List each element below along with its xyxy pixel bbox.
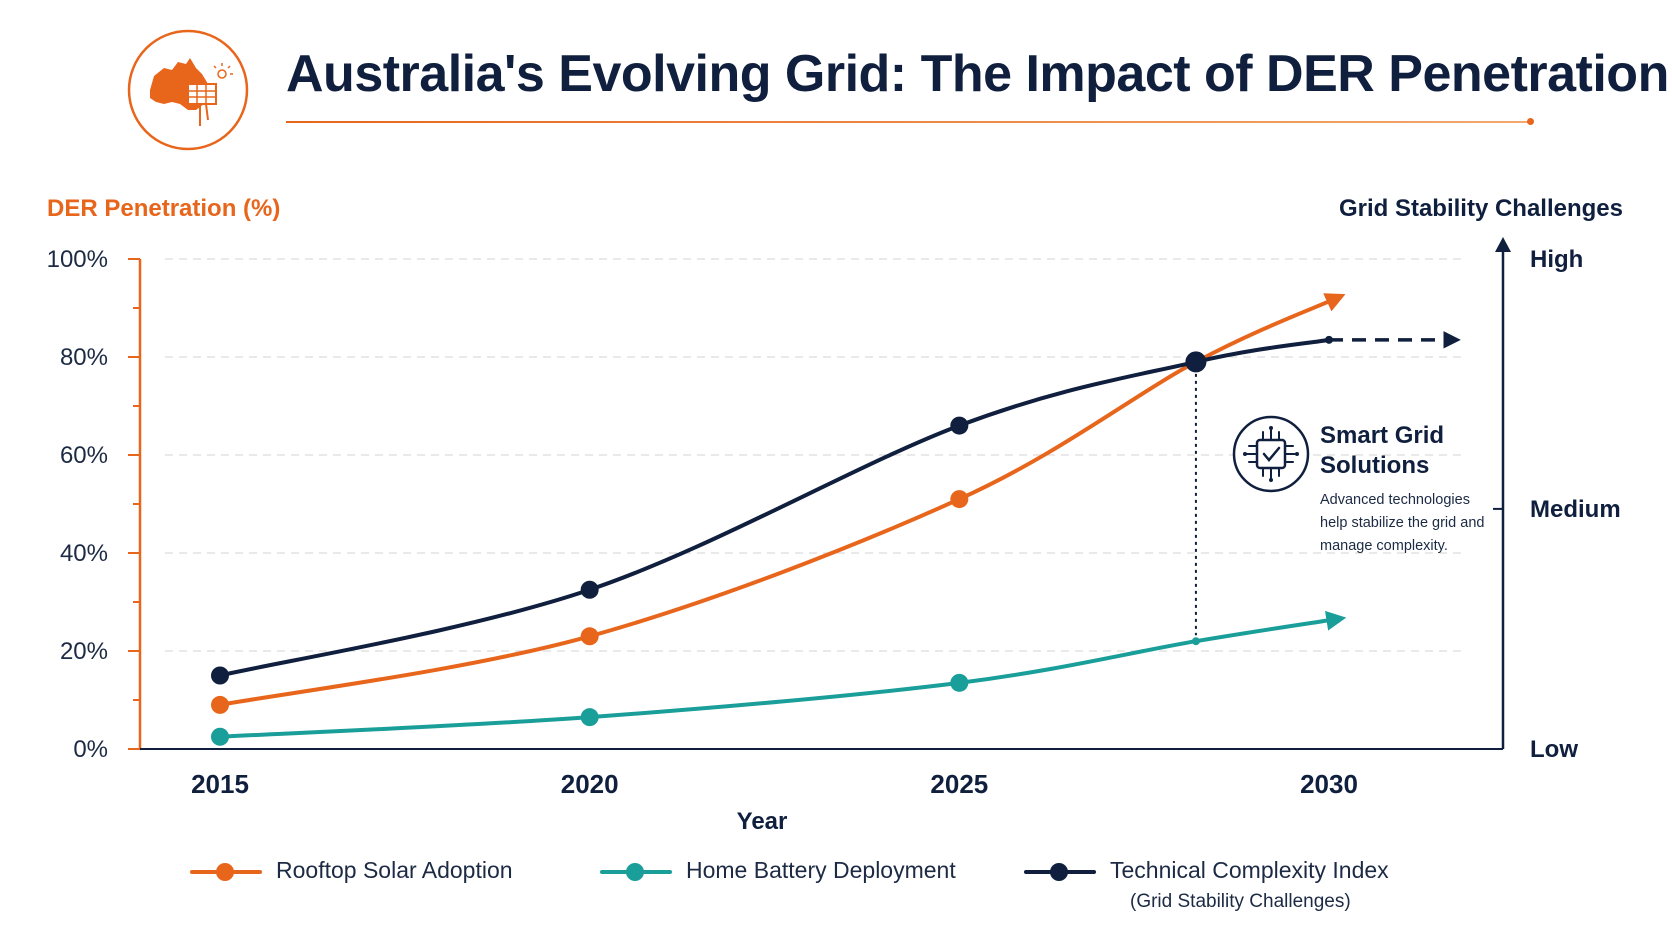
page-title: Australia's Evolving Grid: The Impact of… [286,45,1669,103]
x-tick-label: 2020 [561,769,619,799]
y-tick-label: 60% [60,442,108,469]
y-tick-label: 20% [60,638,108,665]
series-line-home-battery [218,610,1347,739]
callout-description: Advanced technologies help stabilize the… [1320,492,1485,554]
series-lines [218,293,1461,739]
series-line-rooftop-solar [218,293,1346,707]
x-axis-label: Year [737,808,788,835]
y-axis-label: DER Penetration (%) [47,195,280,222]
data-point [211,666,229,685]
y-tick-label: 100% [47,246,108,273]
data-point [950,673,969,692]
callout-title: Smart Grid Solutions [1320,422,1445,479]
title-divider [286,121,1531,123]
australia-solar-logo-icon [127,29,249,151]
legend-label: Technical Complexity Index [1110,857,1389,883]
series-line-technical-complexity [218,337,1331,678]
data-point [1325,335,1333,344]
y-tick-labels: 0% 20% 40% 60% 80% 100% [47,246,108,763]
title-divider-dot [1527,118,1534,125]
legend-marker [626,863,644,881]
x-tick-label: 2030 [1300,769,1358,799]
legend-label: Home Battery Deployment [686,857,956,883]
y2-tick-label: Low [1530,736,1578,763]
gridlines [165,258,1465,652]
data-point [580,708,599,727]
axes [128,237,1511,750]
data-point [580,580,599,599]
legend-marker [1050,863,1068,881]
y-tick-label: 0% [73,736,108,763]
x-tick-labels: 2015 2020 2025 2030 [191,769,1358,799]
y2-axis-arrow [1495,237,1511,252]
microchip-check-icon [1232,415,1310,493]
y2-tick-label: Medium [1530,496,1621,523]
data-point-highlight [1185,351,1207,373]
legend-sublabel: (Grid Stability Challenges) [1130,891,1351,912]
data-point [1191,637,1200,646]
data-point [950,416,969,435]
y-tick-label: 80% [60,344,108,371]
legend-marker [216,863,234,881]
y-tick-label: 40% [60,540,108,567]
data-point [580,627,599,646]
x-tick-label: 2025 [930,769,988,799]
data-point [950,490,969,509]
y2-tick-label: High [1530,246,1583,273]
y2-tick-labels: Low Medium High [1530,246,1621,763]
data-point [211,727,229,746]
legend-label: Rooftop Solar Adoption [276,857,513,883]
x-tick-label: 2015 [191,769,249,799]
data-point [1186,352,1205,371]
data-point [211,695,229,714]
y2-axis-label: Grid Stability Challenges [1339,195,1623,222]
series-points [211,335,1333,746]
